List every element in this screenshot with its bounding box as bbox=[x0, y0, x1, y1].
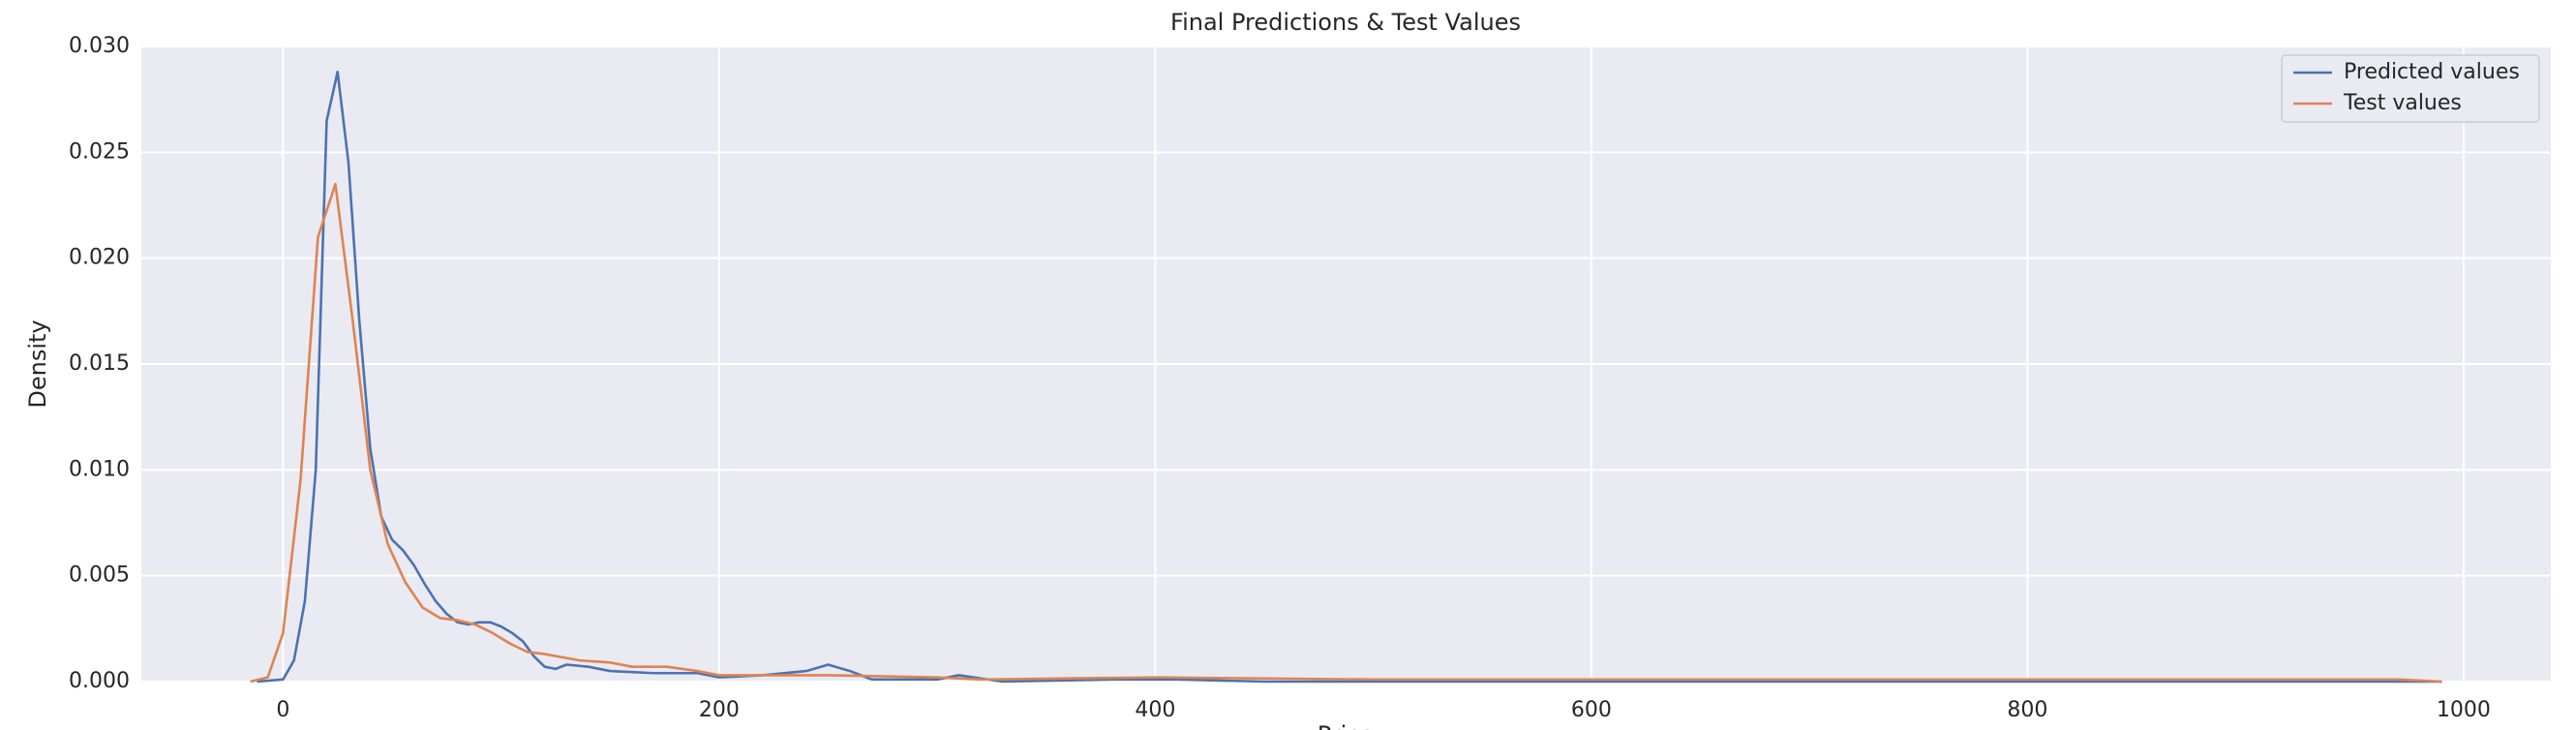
x-tick-label: 400 bbox=[1135, 698, 1175, 722]
y-tick-label: 0.010 bbox=[69, 457, 130, 481]
y-tick-label: 0.000 bbox=[69, 669, 130, 693]
legend-label: Predicted values bbox=[2344, 60, 2520, 84]
y-tick-label: 0.020 bbox=[69, 246, 130, 270]
legend: Predicted values Test values bbox=[2281, 54, 2540, 123]
x-axis-label: Price bbox=[1318, 721, 1375, 730]
y-tick-label: 0.015 bbox=[69, 351, 130, 376]
x-tick-label: 1000 bbox=[2437, 698, 2491, 722]
y-tick-label: 0.030 bbox=[69, 34, 130, 58]
x-tick-label: 600 bbox=[1571, 698, 1612, 722]
y-tick-label: 0.025 bbox=[69, 139, 130, 164]
grid bbox=[141, 46, 2551, 683]
y-axis-label: Density bbox=[24, 319, 51, 408]
x-tick-label: 0 bbox=[276, 698, 289, 722]
line-series bbox=[250, 182, 2442, 684]
legend-label: Test values bbox=[2343, 91, 2462, 115]
chart-title: Final Predictions & Test Values bbox=[1170, 9, 1521, 36]
x-tick-label: 200 bbox=[699, 698, 740, 722]
legend-box bbox=[2281, 54, 2540, 123]
y-tick-label: 0.005 bbox=[69, 563, 130, 588]
lines bbox=[250, 70, 2442, 684]
x-tick-label: 800 bbox=[2007, 698, 2047, 722]
